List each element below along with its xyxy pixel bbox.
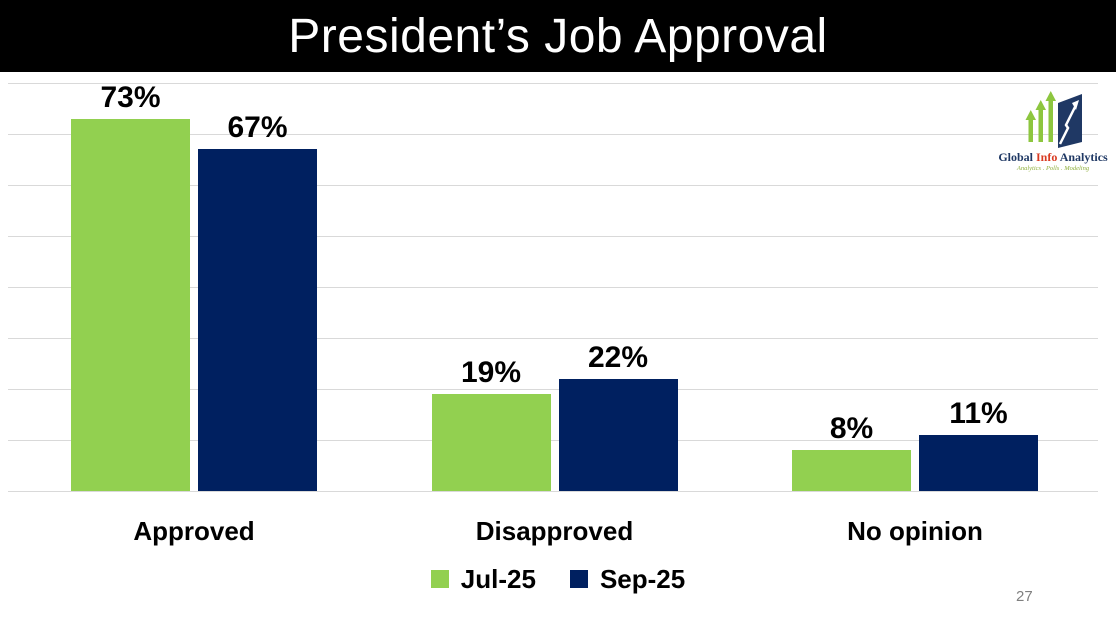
logo-text: Global Info Analytics [996,151,1110,164]
value-label: 19% [460,356,522,390]
bar-jul-25-approved [71,118,190,491]
title-bar: President’s Job Approval [0,0,1116,72]
category-label-approved: Approved [133,516,255,546]
bar-sep-25-approved [198,149,317,491]
bar-jul-25-disapproved [431,394,551,491]
value-label: 11% [949,396,1008,430]
page-title: President’s Job Approval [288,9,828,63]
logo-growth-arrows-icon [1025,91,1082,148]
bar-jul-25-no-opinion [792,450,911,491]
logo: Global Info Analytics Analytics . Polls … [996,90,1110,173]
chart-legend: Jul-25 Sep-25 [0,562,1116,596]
legend-swatch-sep-25 [569,570,588,588]
value-label: 73% [100,80,161,114]
legend-item-jul-25: Jul-25 [430,563,536,595]
value-label: 67% [227,111,288,145]
logo-word-global: Global [998,150,1033,164]
bar-sep-25-disapproved [558,378,678,491]
legend-label: Sep-25 [599,563,686,594]
gridline [8,338,1098,339]
page-number: 27 [1016,588,1033,605]
category-label-no-opinion: No opinion [847,516,983,546]
category-label-disapproved: Disapproved [475,516,634,546]
gridline [8,83,1098,84]
gridline [8,134,1098,135]
gridline [8,185,1098,186]
gridline [8,389,1098,390]
legend-item-sep-25: Sep-25 [569,563,686,595]
bar-sep-25-no-opinion [919,434,1038,491]
gridline [8,287,1098,288]
logo-tagline: Analytics . Polls . Modeling [1016,165,1090,172]
logo-word-info: Info [1036,150,1058,164]
gridline [8,236,1098,237]
logo-word-analytics: Analytics [1059,150,1108,164]
gridline [8,440,1098,441]
value-label: 8% [829,412,874,446]
legend-swatch-jul-25 [430,570,449,588]
legend-label: Jul-25 [460,563,536,594]
value-label: 22% [587,340,649,374]
gridline [8,491,1098,492]
